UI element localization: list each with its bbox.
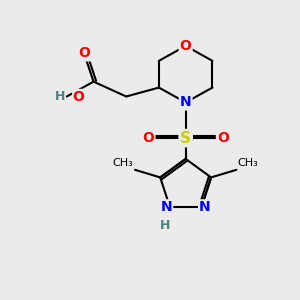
Text: N: N — [199, 200, 211, 214]
Text: O: O — [180, 39, 192, 53]
Text: CH₃: CH₃ — [238, 158, 259, 168]
Text: O: O — [73, 89, 85, 103]
Text: H: H — [55, 90, 65, 103]
Text: N: N — [180, 95, 191, 110]
Text: O: O — [217, 131, 229, 145]
Text: O: O — [142, 131, 154, 145]
Text: O: O — [79, 46, 91, 60]
Text: S: S — [180, 130, 191, 146]
Text: CH₃: CH₃ — [113, 158, 134, 168]
Text: H: H — [160, 219, 171, 232]
Text: N: N — [160, 200, 172, 214]
